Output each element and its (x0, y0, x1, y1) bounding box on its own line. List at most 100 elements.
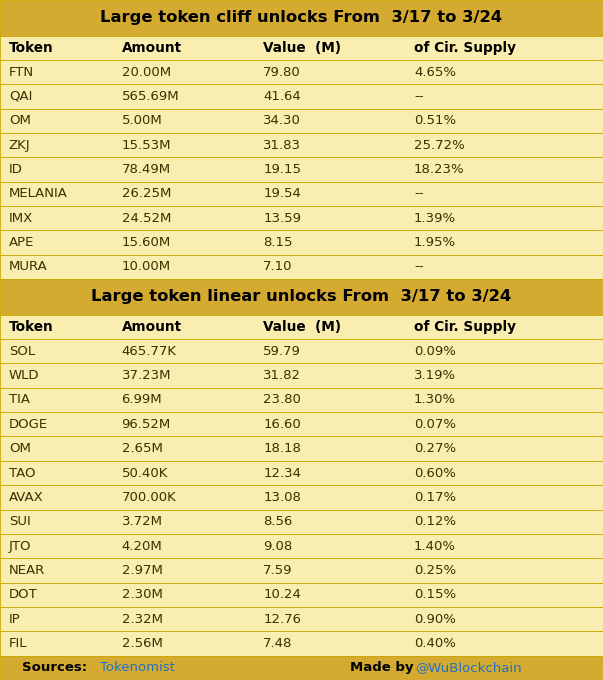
Bar (0, 583, 603, 607)
Bar (0, 412, 603, 437)
Text: 20.00M: 20.00M (122, 66, 171, 79)
Text: SUI: SUI (9, 515, 31, 528)
Text: 96.52M: 96.52M (122, 418, 171, 431)
Text: 19.15: 19.15 (264, 163, 302, 176)
Text: 26.25M: 26.25M (122, 188, 171, 201)
Bar (0, 60, 603, 84)
Text: 50.40K: 50.40K (122, 466, 168, 479)
Text: Token: Token (9, 41, 54, 55)
Text: 8.15: 8.15 (264, 236, 293, 249)
Text: 5.00M: 5.00M (122, 114, 162, 127)
Text: 9.08: 9.08 (264, 539, 292, 553)
Text: 1.30%: 1.30% (414, 394, 456, 407)
Text: 1.40%: 1.40% (414, 539, 456, 553)
Text: Value  (M): Value (M) (264, 41, 341, 55)
Bar (0, 339, 603, 363)
Text: 0.40%: 0.40% (414, 637, 456, 650)
Text: 3.72M: 3.72M (122, 515, 163, 528)
Text: Large token cliff unlocks From  3/17 to 3/24: Large token cliff unlocks From 3/17 to 3… (101, 10, 502, 25)
Text: 0.07%: 0.07% (414, 418, 456, 431)
Text: 2.65M: 2.65M (122, 442, 162, 455)
Text: AVAX: AVAX (9, 491, 43, 504)
Text: @WuBlockchain: @WuBlockchain (415, 662, 522, 675)
Text: 0.60%: 0.60% (414, 466, 456, 479)
Text: MURA: MURA (9, 260, 48, 273)
Text: Tokenomist: Tokenomist (100, 662, 175, 675)
Text: 15.60M: 15.60M (122, 236, 171, 249)
Bar (0, 279, 603, 315)
Text: 59.79: 59.79 (264, 345, 301, 358)
Text: 0.90%: 0.90% (414, 613, 456, 626)
Text: --: -- (414, 260, 423, 273)
Text: TAO: TAO (9, 466, 36, 479)
Bar (0, 558, 603, 583)
Text: 2.97M: 2.97M (122, 564, 162, 577)
Text: DOT: DOT (9, 588, 37, 601)
Bar (0, 363, 603, 388)
Bar (0, 0, 603, 35)
Text: MELANIA: MELANIA (9, 188, 68, 201)
Bar (0, 388, 603, 412)
Bar (0, 485, 603, 509)
Text: ZKJ: ZKJ (9, 139, 30, 152)
Text: 7.59: 7.59 (264, 564, 293, 577)
Text: 0.12%: 0.12% (414, 515, 456, 528)
Text: NEAR: NEAR (9, 564, 45, 577)
Bar (0, 109, 603, 133)
Bar (0, 607, 603, 631)
Bar (0, 35, 603, 60)
Bar (0, 437, 603, 461)
Text: 79.80: 79.80 (264, 66, 301, 79)
Text: OM: OM (9, 114, 31, 127)
Text: 12.34: 12.34 (264, 466, 302, 479)
Text: 0.09%: 0.09% (414, 345, 456, 358)
Text: --: -- (414, 188, 423, 201)
Text: IP: IP (9, 613, 21, 626)
Text: 0.15%: 0.15% (414, 588, 456, 601)
Text: 465.77K: 465.77K (122, 345, 177, 358)
Bar (0, 509, 603, 534)
Bar (0, 534, 603, 558)
Text: of Cir. Supply: of Cir. Supply (414, 41, 516, 55)
Text: FTN: FTN (9, 66, 34, 79)
Text: 4.20M: 4.20M (122, 539, 162, 553)
Text: 700.00K: 700.00K (122, 491, 176, 504)
Text: of Cir. Supply: of Cir. Supply (414, 320, 516, 334)
Text: Made by: Made by (350, 662, 414, 675)
Text: DOGE: DOGE (9, 418, 48, 431)
Text: 10.00M: 10.00M (122, 260, 171, 273)
Bar (0, 255, 603, 279)
Text: 7.10: 7.10 (264, 260, 293, 273)
Bar (0, 182, 603, 206)
Text: WLD: WLD (9, 369, 39, 382)
Text: Token: Token (9, 320, 54, 334)
Text: 31.82: 31.82 (264, 369, 302, 382)
Text: 2.32M: 2.32M (122, 613, 163, 626)
Text: --: -- (414, 90, 423, 103)
Text: 12.76: 12.76 (264, 613, 302, 626)
Text: 2.56M: 2.56M (122, 637, 162, 650)
Text: 16.60: 16.60 (264, 418, 301, 431)
Text: 37.23M: 37.23M (122, 369, 171, 382)
Bar (0, 231, 603, 255)
Text: Value  (M): Value (M) (264, 320, 341, 334)
Text: 18.23%: 18.23% (414, 163, 465, 176)
Text: SOL: SOL (9, 345, 35, 358)
Text: APE: APE (9, 236, 34, 249)
Bar (0, 157, 603, 182)
Text: JTO: JTO (9, 539, 31, 553)
Bar (0, 461, 603, 485)
Text: FIL: FIL (9, 637, 27, 650)
Text: 0.17%: 0.17% (414, 491, 456, 504)
Bar (0, 656, 603, 680)
Text: 0.27%: 0.27% (414, 442, 456, 455)
Text: 1.95%: 1.95% (414, 236, 456, 249)
Text: 10.24: 10.24 (264, 588, 301, 601)
Text: 15.53M: 15.53M (122, 139, 171, 152)
Text: OM: OM (9, 442, 31, 455)
Text: QAI: QAI (9, 90, 32, 103)
Text: 6.99M: 6.99M (122, 394, 162, 407)
Text: 8.56: 8.56 (264, 515, 292, 528)
Text: 13.08: 13.08 (264, 491, 301, 504)
Text: 565.69M: 565.69M (122, 90, 179, 103)
